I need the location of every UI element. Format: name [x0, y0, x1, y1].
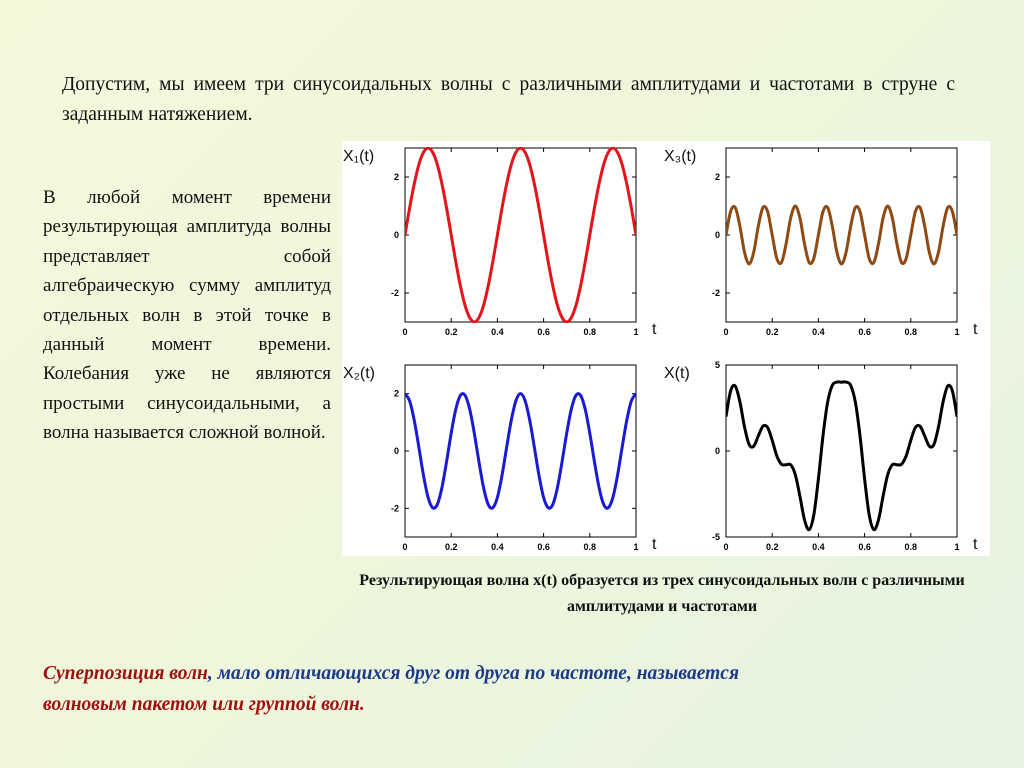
- wave-line: [405, 147, 636, 323]
- x-tick-label: 0.8: [905, 542, 918, 552]
- wave-line: [405, 392, 636, 510]
- x-tick-label: 0: [723, 327, 728, 337]
- x-tick-label: 0.6: [858, 542, 871, 552]
- x-tick-label: 0: [723, 542, 728, 552]
- x-tick-label: 0.6: [537, 327, 550, 337]
- x-tick-label: 0.4: [491, 327, 504, 337]
- x-axis-label: t: [652, 321, 657, 338]
- x-tick-label: 1: [954, 327, 959, 337]
- wave-line: [726, 204, 957, 266]
- chart-panel: [342, 141, 990, 556]
- y-tick-label: 0: [394, 446, 399, 456]
- x-tick-label: 0.2: [766, 542, 779, 552]
- y-tick-label: 2: [394, 172, 399, 182]
- plot-frame: [404, 364, 637, 538]
- intro-text: Допустим, мы имеем три синусоидальных во…: [62, 74, 955, 125]
- x-tick-label: 1: [633, 542, 638, 552]
- x-tick-label: 0.8: [905, 327, 918, 337]
- conclusion-text: , мало отличающихся друг от друга по час…: [207, 663, 740, 684]
- y-tick-label: 0: [394, 230, 399, 240]
- y-tick-label: -2: [712, 288, 720, 298]
- x-tick-label: 0.6: [537, 542, 550, 552]
- chart-title: X(t): [664, 365, 690, 382]
- x-axis-label: t: [652, 536, 657, 553]
- x-tick-label: 0: [402, 327, 407, 337]
- y-tick-label: -2: [391, 288, 399, 298]
- y-tick-label: -2: [391, 503, 399, 513]
- caption: Результирующая волна x(t) образуется из …: [359, 572, 965, 615]
- x-tick-label: 0.4: [812, 542, 825, 552]
- x-tick-label: 0.4: [491, 542, 504, 552]
- y-tick-label: 5: [715, 360, 720, 370]
- term: Суперпозиция волн: [43, 663, 208, 684]
- term: волновым пакетом или группой волн.: [43, 694, 365, 715]
- chart-title: X₁(t): [343, 148, 374, 165]
- side-text: В любой момент времени результирующая ам…: [43, 187, 331, 444]
- x-tick-label: 0.2: [445, 327, 458, 337]
- x-tick-label: 0: [402, 542, 407, 552]
- y-tick-label: 0: [715, 230, 720, 240]
- y-tick-label: -5: [712, 532, 720, 542]
- x-tick-label: 0.2: [766, 327, 779, 337]
- y-tick-label: 2: [715, 172, 720, 182]
- x-tick-label: 0.6: [858, 327, 871, 337]
- x-tick-label: 0.2: [445, 542, 458, 552]
- x-tick-label: 1: [954, 542, 959, 552]
- y-tick-label: 0: [715, 446, 720, 456]
- plot-frame: [725, 147, 958, 323]
- x-tick-label: 0.8: [584, 327, 597, 337]
- x-tick-label: 1: [633, 327, 638, 337]
- x-axis-label: t: [973, 321, 978, 338]
- plot-frame: [725, 364, 958, 538]
- conclusion: Суперпозиция волн, мало отличающихся дру…: [43, 658, 973, 720]
- x-tick-label: 0.8: [584, 542, 597, 552]
- y-tick-label: 2: [394, 389, 399, 399]
- chart-title: X₂(t): [343, 365, 375, 382]
- x-axis-label: t: [973, 536, 978, 553]
- chart-title: X₃(t): [664, 148, 696, 165]
- x-tick-label: 0.4: [812, 327, 825, 337]
- wave-line: [726, 380, 957, 532]
